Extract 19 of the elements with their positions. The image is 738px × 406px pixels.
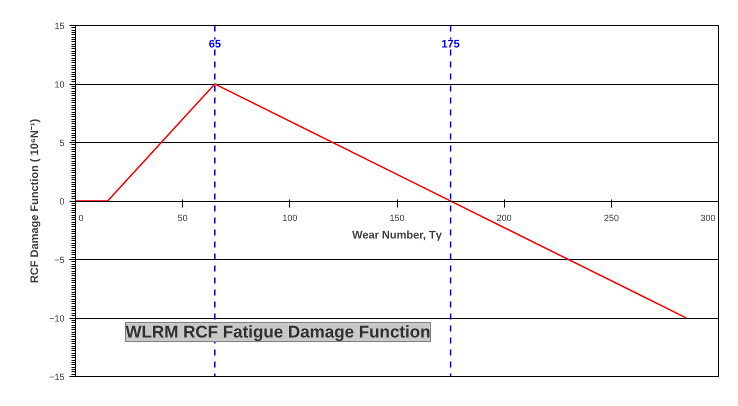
x-tick-label: 0 xyxy=(78,213,84,223)
y-axis-title: RCF Damage Function ( 10⁶N⁻¹) xyxy=(29,118,42,284)
ref-line-label: 175 xyxy=(441,38,460,50)
x-tick-label: 150 xyxy=(389,213,405,223)
y-tick-label: 5 xyxy=(59,138,65,148)
x-tick-label: 100 xyxy=(282,213,298,223)
x-tick-label: 50 xyxy=(178,213,188,223)
y-tick-label: 0 xyxy=(59,196,65,206)
x-tick-label: 300 xyxy=(700,213,716,223)
x-tick-label: 250 xyxy=(604,213,619,223)
annotation: WLRM RCF Fatigue Damage Function xyxy=(126,322,431,342)
ref-line-label: 65 xyxy=(208,38,221,50)
y-tick-label: −15 xyxy=(49,372,65,382)
x-tick-label: 200 xyxy=(496,213,512,223)
y-tick-label: 10 xyxy=(54,80,65,90)
y-tick-label: −10 xyxy=(49,314,65,324)
y-tick-label: 15 xyxy=(54,21,65,31)
x-axis-title: Wear Number, Tγ xyxy=(352,230,443,242)
y-tick-label: −5 xyxy=(54,255,65,265)
